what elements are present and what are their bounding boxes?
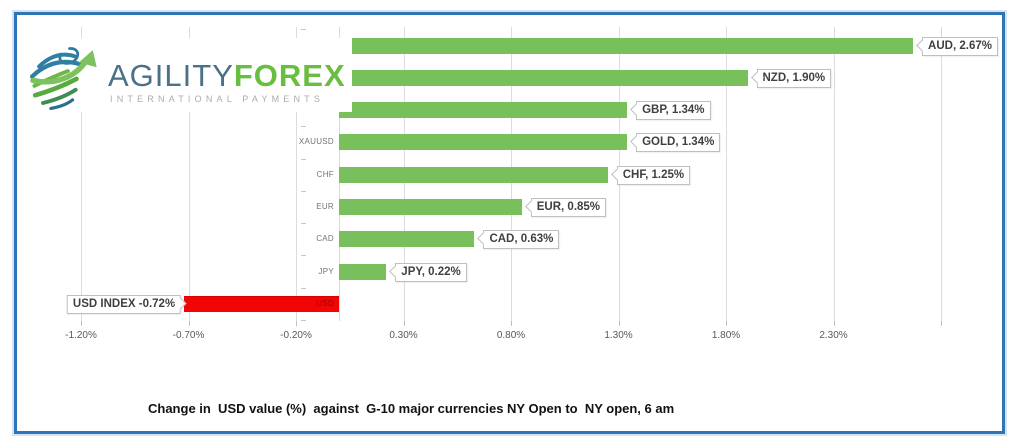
bar xyxy=(339,231,475,248)
data-label-callout: USD INDEX -0.72% xyxy=(66,294,188,314)
value-axis-tick xyxy=(618,321,620,326)
value-axis-gridline xyxy=(726,27,727,321)
value-axis-gridline xyxy=(296,27,297,321)
x-axis-tick-label: -0.70% xyxy=(172,330,205,341)
bar xyxy=(339,199,522,215)
category-label: EUR xyxy=(316,202,334,211)
category-label: CAD xyxy=(316,234,334,244)
value-axis-tick xyxy=(81,321,82,326)
brand-primary: AGILITY xyxy=(108,58,234,93)
x-axis-tick-label: -1.20% xyxy=(65,330,97,341)
brand-secondary: FOREX xyxy=(233,58,346,93)
category-label: JPY xyxy=(318,266,334,276)
category-axis-tick xyxy=(301,126,306,128)
x-axis-tick-label: 2.30% xyxy=(819,330,848,341)
data-label-text: CHF, 1.25% xyxy=(622,168,685,181)
data-label-callout: JPY, 0.22% xyxy=(389,262,467,282)
value-axis-tick xyxy=(296,321,297,326)
chart-caption: Change in USD value (%) against G-10 maj… xyxy=(148,401,675,416)
brand-name: AGILITYFOREX xyxy=(108,60,346,92)
category-label: CHF xyxy=(316,169,334,179)
logo-text: AGILITYFOREX INTERNATIONAL PAYMENTS xyxy=(108,60,346,105)
x-axis-tick-label: -0.20% xyxy=(280,330,312,341)
value-axis-gridline xyxy=(941,27,942,321)
bar xyxy=(339,166,608,183)
data-label-text: GOLD, 1.34% xyxy=(642,136,715,149)
category-axis-tick xyxy=(301,255,306,257)
bar xyxy=(184,295,339,312)
value-axis-tick xyxy=(511,321,512,326)
chart-frame-border xyxy=(14,12,1005,434)
value-axis-tick xyxy=(833,321,835,326)
data-label-callout: GBP, 1.34% xyxy=(630,101,711,121)
category-axis-tick xyxy=(301,320,306,322)
data-label-text: AUD, 2.67% xyxy=(928,39,992,52)
data-label-text: GBP, 1.34% xyxy=(642,104,705,117)
category-axis-tick xyxy=(301,287,306,289)
data-label-text: USD INDEX -0.72% xyxy=(72,297,176,310)
x-axis-tick-label: 0.30% xyxy=(389,330,418,341)
brand-tagline: INTERNATIONAL PAYMENTS xyxy=(110,94,325,104)
value-axis-tick xyxy=(403,321,405,326)
category-axis-tick xyxy=(301,190,306,192)
data-label-callout: CAD, 0.63% xyxy=(477,230,560,250)
value-axis-gridline xyxy=(81,27,82,321)
x-axis-tick-label: 1.80% xyxy=(711,330,741,341)
bar xyxy=(339,134,628,151)
value-axis-gridline xyxy=(833,27,835,321)
category-label: USD xyxy=(316,298,334,308)
globe-arrow-icon xyxy=(29,47,97,110)
bar xyxy=(339,69,748,86)
data-label-text: CAD, 0.63% xyxy=(489,233,554,246)
agilityforex-logo: AGILITYFOREX INTERNATIONAL PAYMENTS xyxy=(24,38,352,112)
data-label-callout: GOLD, 1.34% xyxy=(630,133,721,153)
bar xyxy=(339,263,387,280)
value-axis-gridline xyxy=(188,27,190,321)
category-label: XAUUSD xyxy=(298,137,334,147)
data-label-callout: EUR, 0.85% xyxy=(524,198,607,217)
bar xyxy=(339,102,628,119)
x-axis-tick-label: 0.80% xyxy=(496,330,526,341)
category-axis-tick xyxy=(301,158,306,160)
category-axis-tick xyxy=(301,29,306,31)
data-label-text: EUR, 0.85% xyxy=(536,201,601,213)
value-axis-tick xyxy=(188,321,190,326)
data-label-callout: AUD, 2.67% xyxy=(916,36,998,56)
data-label-text: JPY, 0.22% xyxy=(401,265,461,278)
data-label-callout: CHF, 1.25% xyxy=(610,165,691,185)
data-label-text: NZD, 1.90% xyxy=(762,71,826,84)
x-axis-tick-label: 1.30% xyxy=(604,330,633,341)
value-axis-tick xyxy=(941,321,942,326)
value-axis-tick xyxy=(726,321,727,326)
bar xyxy=(339,37,913,54)
data-label-callout: NZD, 1.90% xyxy=(750,68,832,88)
category-axis-tick xyxy=(301,223,306,225)
